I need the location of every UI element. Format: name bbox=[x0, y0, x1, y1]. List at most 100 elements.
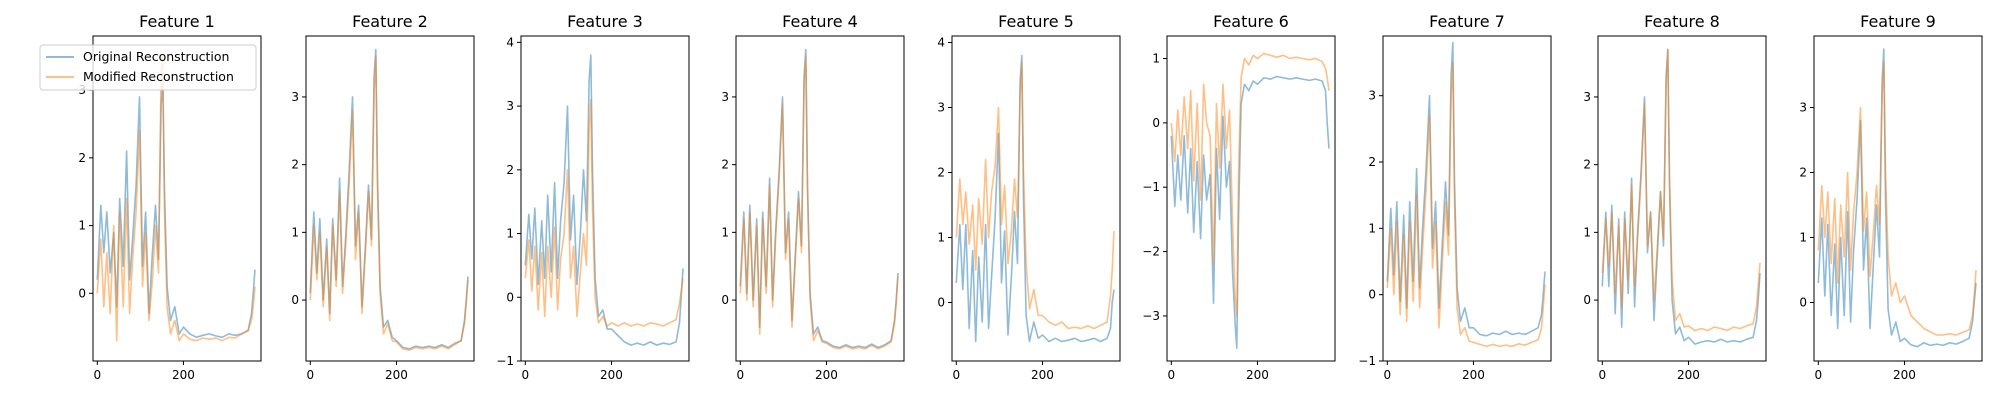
y-tick-label: 1 bbox=[78, 219, 86, 233]
x-tick-label: 0 bbox=[952, 368, 960, 382]
series-original-line bbox=[1601, 48, 1761, 345]
y-tick-label: 2 bbox=[1368, 155, 1376, 169]
y-tick-label: 0 bbox=[937, 296, 945, 310]
x-tick-label: 200 bbox=[172, 368, 195, 382]
series-modified-line bbox=[1601, 48, 1761, 332]
series-modified-line bbox=[955, 61, 1115, 330]
y-tick-label: 3 bbox=[291, 90, 299, 104]
subplot-title: Feature 6 bbox=[1213, 12, 1289, 31]
axes-frame bbox=[951, 35, 1121, 362]
x-tick-label: 200 bbox=[1677, 368, 1700, 382]
y-tick-label: 0 bbox=[721, 293, 729, 307]
subplot-feature-2: Feature 2 0 200 0 1 2 3 bbox=[291, 12, 475, 382]
x-tick-label: 200 bbox=[815, 368, 838, 382]
axes-frame bbox=[92, 35, 262, 362]
x-tick-label: 0 bbox=[1383, 368, 1391, 382]
series-original-line bbox=[1170, 75, 1330, 349]
y-tick-label: 1 bbox=[1799, 231, 1807, 245]
series-modified-line bbox=[1170, 52, 1330, 317]
y-tick-label: 0 bbox=[1368, 288, 1376, 302]
subplot-grid: Feature 102000123Feature 202000123Featur… bbox=[78, 12, 1983, 382]
subplot-feature-5: Feature 5 0 200 0 1 2 3 4 bbox=[937, 12, 1121, 382]
x-tick-label: 200 bbox=[600, 368, 623, 382]
y-tick-label: 0 bbox=[291, 293, 299, 307]
subplot-feature-7: Feature 7 0 200 −1 0 1 2 3 bbox=[1358, 12, 1552, 382]
legend-label-modified: Modified Reconstruction bbox=[83, 69, 234, 84]
series-original-line bbox=[96, 82, 256, 339]
series-modified-line bbox=[96, 55, 256, 342]
x-tick-label: 200 bbox=[385, 368, 408, 382]
y-tick-label: 2 bbox=[1583, 158, 1591, 172]
axes-frame bbox=[1382, 35, 1552, 362]
x-tick-label: 200 bbox=[1031, 368, 1054, 382]
axes-frame bbox=[1597, 35, 1767, 362]
y-tick-label: 3 bbox=[1368, 89, 1376, 103]
y-tick-label: 1 bbox=[506, 227, 514, 241]
subplot-feature-8: Feature 8 0 200 0 1 2 3 bbox=[1583, 12, 1767, 382]
y-tick-label: 2 bbox=[506, 163, 514, 177]
series-modified-line bbox=[739, 55, 899, 350]
subplot-feature-4: Feature 4 0 200 0 1 2 3 bbox=[721, 12, 905, 382]
x-tick-label: 0 bbox=[521, 368, 529, 382]
series-original-line bbox=[1386, 41, 1546, 337]
y-tick-label: 3 bbox=[506, 99, 514, 113]
x-tick-label: 0 bbox=[736, 368, 744, 382]
subplot-title: Feature 7 bbox=[1429, 12, 1505, 31]
y-tick-label: 2 bbox=[937, 166, 945, 180]
y-tick-label: 2 bbox=[291, 158, 299, 172]
series-modified-line bbox=[1817, 61, 1977, 336]
y-tick-label: −1 bbox=[1358, 354, 1376, 368]
y-tick-label: 2 bbox=[1799, 166, 1807, 180]
y-tick-label: 1 bbox=[291, 225, 299, 239]
x-tick-label: 0 bbox=[93, 368, 101, 382]
subplot-title: Feature 4 bbox=[782, 12, 858, 31]
y-tick-label: 0 bbox=[78, 286, 86, 300]
series-modified-line bbox=[1386, 61, 1546, 348]
axes-frame bbox=[520, 35, 690, 362]
series-modified-line bbox=[309, 55, 469, 352]
y-tick-label: −1 bbox=[496, 354, 514, 368]
y-tick-label: 4 bbox=[937, 36, 945, 50]
y-tick-label: 1 bbox=[1152, 52, 1160, 66]
y-tick-label: 1 bbox=[1583, 225, 1591, 239]
subplot-title: Feature 9 bbox=[1860, 12, 1936, 31]
y-tick-label: 1 bbox=[937, 231, 945, 245]
axes-frame bbox=[1813, 35, 1983, 362]
y-tick-label: 0 bbox=[1799, 296, 1807, 310]
series-original-line bbox=[739, 48, 899, 349]
y-tick-label: −2 bbox=[1142, 245, 1160, 259]
axes-frame bbox=[1166, 35, 1336, 362]
y-tick-label: −1 bbox=[1142, 180, 1160, 194]
y-tick-label: −3 bbox=[1142, 309, 1160, 323]
subplot-feature-6: Feature 6 0 200 −3 −2 −1 0 1 bbox=[1142, 12, 1336, 382]
subplot-title: Feature 5 bbox=[998, 12, 1074, 31]
legend-frame bbox=[39, 44, 257, 91]
y-tick-label: 3 bbox=[1799, 101, 1807, 115]
y-tick-label: 4 bbox=[506, 35, 514, 49]
y-tick-label: 3 bbox=[1583, 90, 1591, 104]
subplot-feature-9: Feature 9 0 200 0 1 2 3 bbox=[1799, 12, 1983, 382]
axes-frame bbox=[305, 35, 475, 362]
axes-frame bbox=[735, 35, 905, 362]
subplot-title: Feature 3 bbox=[567, 12, 643, 31]
x-tick-label: 0 bbox=[1598, 368, 1606, 382]
x-tick-label: 0 bbox=[306, 368, 314, 382]
y-tick-label: 0 bbox=[506, 290, 514, 304]
y-tick-label: 2 bbox=[721, 158, 729, 172]
y-tick-label: 2 bbox=[78, 151, 86, 165]
y-tick-label: 3 bbox=[721, 90, 729, 104]
subplot-title: Feature 8 bbox=[1644, 12, 1720, 31]
x-tick-label: 0 bbox=[1167, 368, 1175, 382]
x-tick-label: 200 bbox=[1462, 368, 1485, 382]
y-tick-label: 1 bbox=[1368, 221, 1376, 235]
subplot-title: Feature 2 bbox=[352, 12, 428, 31]
series-original-line bbox=[524, 54, 684, 346]
y-tick-label: 1 bbox=[721, 225, 729, 239]
series-original-line bbox=[309, 48, 469, 350]
legend-label-original: Original Reconstruction bbox=[83, 49, 229, 64]
series-original-line bbox=[1817, 48, 1977, 348]
series-modified-line bbox=[524, 98, 684, 327]
legend: Original Reconstruction Modified Reconst… bbox=[39, 44, 257, 91]
y-tick-label: 3 bbox=[937, 101, 945, 115]
